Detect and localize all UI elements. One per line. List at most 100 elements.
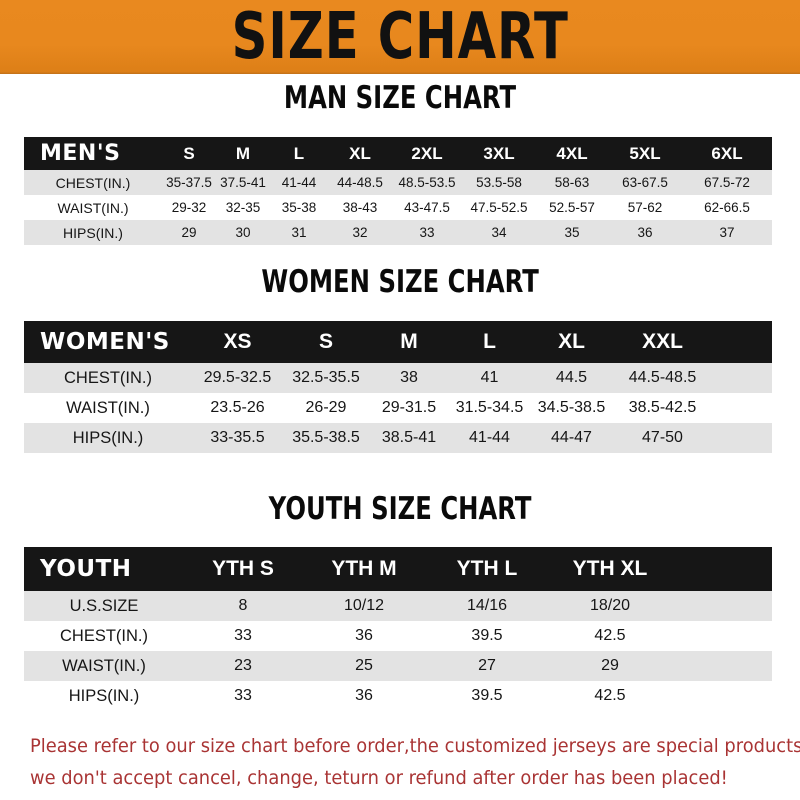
man-section-title: MAN SIZE CHART xyxy=(0,80,800,117)
footer-note: Please refer to our size chart before or… xyxy=(30,730,800,794)
table-row: HIPS(IN.) 29 30 31 32 33 34 35 36 37 xyxy=(24,220,772,245)
women-row-label: CHEST(IN.) xyxy=(24,363,192,393)
table-cell: 44.5-48.5 xyxy=(613,363,712,393)
youth-table-header-row: YOUTH YTH S YTH M YTH L YTH XL xyxy=(24,547,772,591)
table-cell: 23 xyxy=(184,651,302,681)
youth-row-label: U.S.SIZE xyxy=(24,591,184,621)
table-cell: 38.5-41 xyxy=(369,423,449,453)
table-cell: 18/20 xyxy=(548,591,672,621)
table-cell: 53.5-58 xyxy=(462,170,536,195)
man-size-table: MEN'S S M L XL 2XL 3XL 4XL 5XL 6XL CHEST… xyxy=(24,137,772,245)
table-cell: 25 xyxy=(302,651,426,681)
table-cell-spacer xyxy=(672,621,772,651)
table-cell: 48.5-53.5 xyxy=(392,170,462,195)
table-cell: 34.5-38.5 xyxy=(530,393,613,423)
page-title: SIZE CHART xyxy=(231,0,569,74)
page-banner: SIZE CHART xyxy=(0,0,800,74)
man-col-header: XL xyxy=(328,137,392,170)
table-cell: 29.5-32.5 xyxy=(192,363,283,393)
table-cell: 37.5-41 xyxy=(216,170,270,195)
table-row: CHEST(IN.) 35-37.5 37.5-41 41-44 44-48.5… xyxy=(24,170,772,195)
man-row-label: WAIST(IN.) xyxy=(24,195,162,220)
table-cell: 35 xyxy=(536,220,608,245)
table-cell: 39.5 xyxy=(426,621,548,651)
man-col-header: S xyxy=(162,137,216,170)
table-cell: 38-43 xyxy=(328,195,392,220)
youth-header-spacer xyxy=(672,547,772,591)
table-cell: 8 xyxy=(184,591,302,621)
man-section-title-text: MAN SIZE CHART xyxy=(283,80,517,117)
table-cell: 29 xyxy=(162,220,216,245)
youth-section-title: YOUTH SIZE CHART xyxy=(0,491,800,528)
table-cell: 58-63 xyxy=(536,170,608,195)
women-header-label: WOMEN'S xyxy=(24,321,192,363)
table-cell: 36 xyxy=(608,220,682,245)
table-cell: 10/12 xyxy=(302,591,426,621)
table-cell: 47.5-52.5 xyxy=(462,195,536,220)
women-col-header: S xyxy=(283,321,369,363)
women-section-title: WOMEN SIZE CHART xyxy=(0,264,800,301)
table-row: HIPS(IN.) 33-35.5 35.5-38.5 38.5-41 41-4… xyxy=(24,423,772,453)
man-header-label: MEN'S xyxy=(24,137,162,170)
table-cell: 33-35.5 xyxy=(192,423,283,453)
table-cell: 32.5-35.5 xyxy=(283,363,369,393)
table-cell: 34 xyxy=(462,220,536,245)
table-cell: 30 xyxy=(216,220,270,245)
youth-section-title-text: YOUTH SIZE CHART xyxy=(268,491,532,528)
women-col-header: XS xyxy=(192,321,283,363)
women-row-label: WAIST(IN.) xyxy=(24,393,192,423)
man-col-header: 5XL xyxy=(608,137,682,170)
table-cell: 32 xyxy=(328,220,392,245)
youth-col-header: YTH M xyxy=(302,547,426,591)
table-cell: 33 xyxy=(184,621,302,651)
table-cell: 38.5-42.5 xyxy=(613,393,712,423)
table-cell: 36 xyxy=(302,681,426,711)
table-cell: 47-50 xyxy=(613,423,712,453)
table-cell: 14/16 xyxy=(426,591,548,621)
youth-row-label: HIPS(IN.) xyxy=(24,681,184,711)
table-cell: 31 xyxy=(270,220,328,245)
women-col-header: L xyxy=(449,321,530,363)
women-section-title-text: WOMEN SIZE CHART xyxy=(261,264,539,301)
man-col-header: 6XL xyxy=(682,137,772,170)
table-row: U.S.SIZE 8 10/12 14/16 18/20 xyxy=(24,591,772,621)
table-cell: 41-44 xyxy=(270,170,328,195)
youth-col-header: YTH L xyxy=(426,547,548,591)
table-cell: 57-62 xyxy=(608,195,682,220)
footer-note-line-1: Please refer to our size chart before or… xyxy=(30,735,800,757)
table-cell: 42.5 xyxy=(548,681,672,711)
man-row-label: CHEST(IN.) xyxy=(24,170,162,195)
table-cell: 26-29 xyxy=(283,393,369,423)
table-cell: 33 xyxy=(184,681,302,711)
table-cell: 32-35 xyxy=(216,195,270,220)
table-cell-spacer xyxy=(712,393,772,423)
table-cell-spacer xyxy=(712,423,772,453)
table-cell: 38 xyxy=(369,363,449,393)
table-cell: 62-66.5 xyxy=(682,195,772,220)
table-cell: 35-38 xyxy=(270,195,328,220)
youth-col-header: YTH S xyxy=(184,547,302,591)
man-col-header: 3XL xyxy=(462,137,536,170)
table-row: HIPS(IN.) 33 36 39.5 42.5 xyxy=(24,681,772,711)
women-col-header: M xyxy=(369,321,449,363)
table-row: CHEST(IN.) 33 36 39.5 42.5 xyxy=(24,621,772,651)
women-row-label: HIPS(IN.) xyxy=(24,423,192,453)
table-cell: 31.5-34.5 xyxy=(449,393,530,423)
table-cell: 41-44 xyxy=(449,423,530,453)
table-cell: 33 xyxy=(392,220,462,245)
table-row: WAIST(IN.) 23 25 27 29 xyxy=(24,651,772,681)
table-row: WAIST(IN.) 23.5-26 26-29 29-31.5 31.5-34… xyxy=(24,393,772,423)
table-cell: 23.5-26 xyxy=(192,393,283,423)
table-cell: 39.5 xyxy=(426,681,548,711)
table-cell: 52.5-57 xyxy=(536,195,608,220)
table-cell: 35-37.5 xyxy=(162,170,216,195)
youth-row-label: WAIST(IN.) xyxy=(24,651,184,681)
table-cell: 37 xyxy=(682,220,772,245)
table-cell-spacer xyxy=(672,651,772,681)
table-cell: 44-47 xyxy=(530,423,613,453)
table-cell: 63-67.5 xyxy=(608,170,682,195)
youth-size-table: YOUTH YTH S YTH M YTH L YTH XL U.S.SIZE … xyxy=(24,547,772,711)
table-cell: 29 xyxy=(548,651,672,681)
table-cell: 44-48.5 xyxy=(328,170,392,195)
table-cell: 29-32 xyxy=(162,195,216,220)
